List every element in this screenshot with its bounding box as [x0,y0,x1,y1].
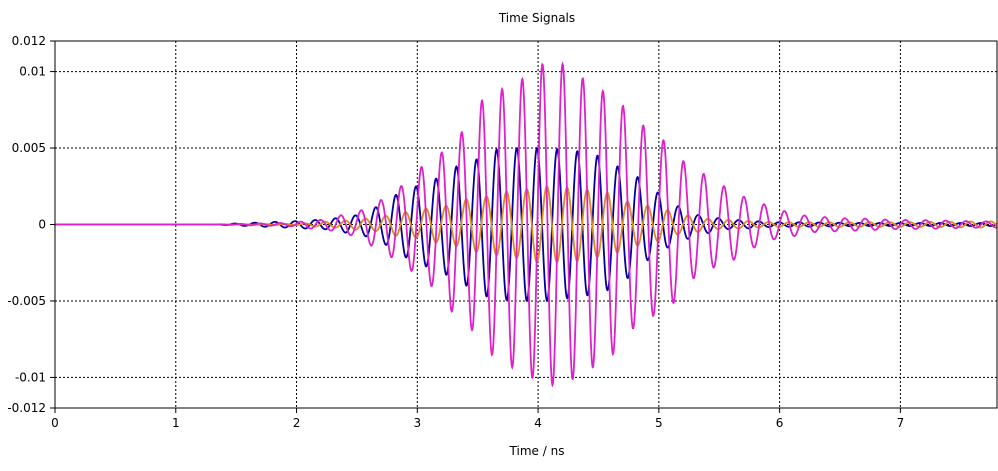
x-axis-label: Time / ns [509,444,565,458]
y-tick-label: 0.01 [19,65,46,79]
y-tick-label: -0.01 [15,370,46,384]
x-tick-label: 0 [51,416,59,430]
x-tick-label: 7 [897,416,905,430]
x-tick-label: 4 [534,416,542,430]
y-tick-label: 0.012 [12,34,46,48]
x-tick-label: 3 [413,416,421,430]
x-tick-label: 2 [293,416,301,430]
y-tick-label: -0.012 [7,401,46,415]
y-tick-label: -0.005 [7,294,46,308]
x-tick-label: 6 [776,416,784,430]
x-tick-label: 1 [172,416,180,430]
chart-title: Time Signals [498,11,575,25]
series-layer [55,61,998,388]
x-tick-label: 5 [655,416,663,430]
tick-layer: 0 1 2 3 4 5 6 7 0.012 0.01 0.005 0 -0.005 -0.01 -0.012 [7,34,904,430]
series-line-3 [55,61,998,388]
y-tick-label: 0 [38,218,46,232]
y-tick-label: 0.005 [12,141,46,155]
